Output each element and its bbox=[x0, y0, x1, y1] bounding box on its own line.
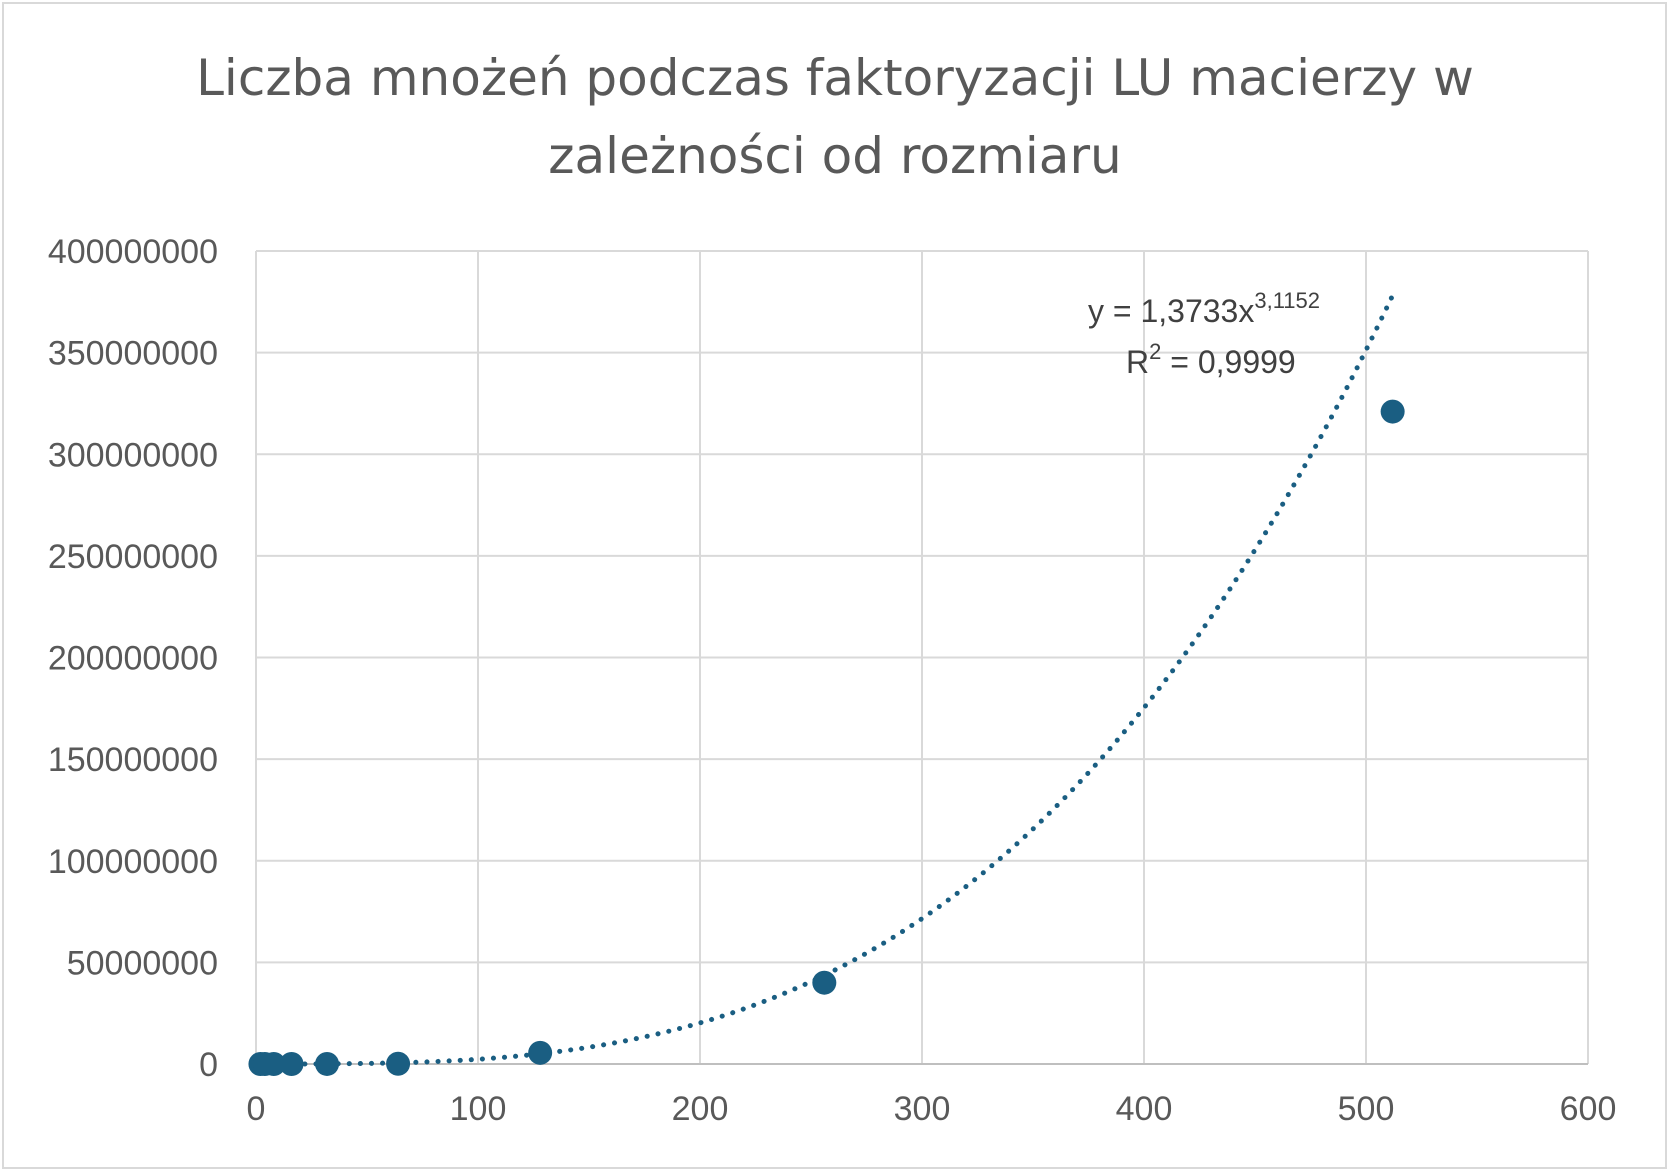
tick-labels: 0500000001000000001500000002000000002500… bbox=[48, 233, 1617, 1128]
trendline-equation-base: y = 1,3733x bbox=[1088, 293, 1254, 329]
x-tick-label: 100 bbox=[450, 1090, 507, 1128]
gridlines bbox=[255, 250, 1589, 1064]
data-points bbox=[248, 399, 1405, 1076]
y-tick-label: 250000000 bbox=[48, 538, 218, 576]
y-tick-label: 300000000 bbox=[48, 436, 218, 474]
data-point bbox=[528, 1040, 553, 1065]
trendline-path bbox=[257, 292, 1396, 1067]
trendline-equation-exponent: 3,1152 bbox=[1254, 288, 1320, 313]
data-point bbox=[315, 1051, 340, 1076]
r-squared-superscript: 2 bbox=[1149, 339, 1161, 364]
trendline-r-squared: R2 = 0,9999 bbox=[1126, 339, 1296, 380]
trendline-equation: y = 1,3733x3,1152 bbox=[1088, 288, 1320, 329]
y-tick-label: 400000000 bbox=[48, 233, 218, 271]
r-squared-value: = 0,9999 bbox=[1161, 344, 1295, 380]
y-tick-label: 150000000 bbox=[48, 741, 218, 779]
x-tick-label: 500 bbox=[1338, 1090, 1395, 1128]
x-tick-label: 400 bbox=[1116, 1090, 1173, 1128]
chart-title-line-1: Liczba mnożeń podczas faktoryzacji LU ma… bbox=[196, 49, 1474, 107]
y-tick-label: 50000000 bbox=[67, 944, 218, 982]
x-tick-label: 300 bbox=[894, 1090, 951, 1128]
y-tick-label: 350000000 bbox=[48, 335, 218, 373]
chart-title-line-2: zależności od rozmiaru bbox=[548, 127, 1121, 185]
trendline bbox=[257, 292, 1396, 1067]
x-tick-label: 200 bbox=[672, 1090, 729, 1128]
data-point bbox=[261, 1051, 286, 1076]
data-point bbox=[812, 970, 837, 995]
data-point bbox=[1380, 399, 1405, 424]
data-point bbox=[386, 1051, 411, 1076]
y-tick-label: 200000000 bbox=[48, 640, 218, 678]
y-tick-label: 0 bbox=[199, 1046, 218, 1084]
x-tick-label: 0 bbox=[247, 1090, 266, 1128]
data-point bbox=[279, 1051, 304, 1076]
r-squared-symbol: R bbox=[1126, 344, 1149, 380]
y-tick-label: 100000000 bbox=[48, 843, 218, 881]
x-tick-label: 600 bbox=[1560, 1090, 1617, 1128]
